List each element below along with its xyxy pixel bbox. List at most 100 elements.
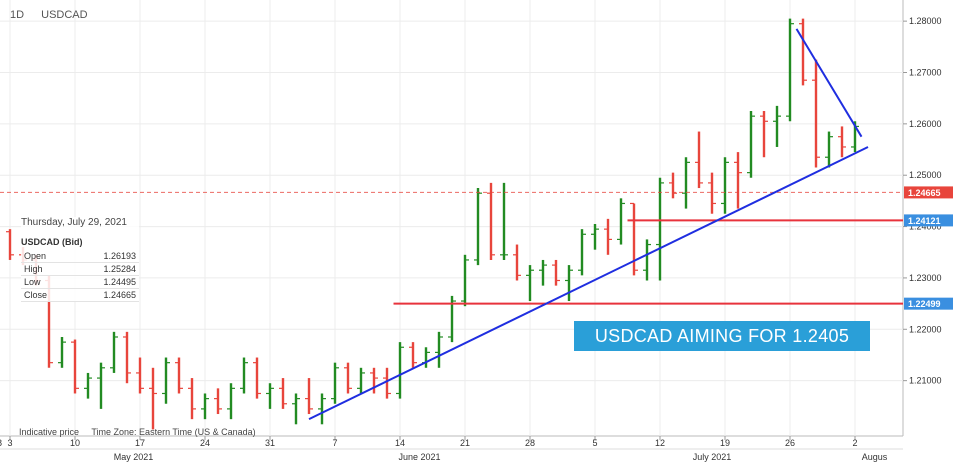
ohlc-bar — [292, 393, 300, 425]
info-symbol: USDCAD (Bid) — [21, 237, 83, 247]
info-label: Open — [24, 251, 47, 261]
ohlc-bar — [383, 367, 391, 399]
chart-footer: Indicative price Time Zone: Eastern Time… — [19, 427, 266, 437]
current-price-badge: 1.24665 — [908, 188, 941, 198]
ohlc-bar — [253, 357, 261, 399]
ohlc-info-panel: Thursday, July 29, 2021 USDCAD (Bid) Ope… — [21, 217, 139, 302]
ohlc-bar — [760, 111, 768, 158]
info-value: 1.24665 — [103, 290, 136, 300]
ohlc-bar — [188, 378, 196, 420]
date-tick-label: 19 — [720, 438, 730, 448]
ohlc-bar — [71, 339, 79, 394]
info-row-high: High 1.25284 — [21, 263, 139, 276]
ohlc-bar — [656, 177, 664, 281]
date-tick-label: 31 — [265, 438, 275, 448]
ohlc-bar — [591, 224, 599, 250]
ohlc-bar — [643, 239, 651, 281]
date-tick-label: 10 — [70, 438, 80, 448]
price-tick-label: 1.21000 — [909, 376, 942, 386]
ohlc-bar — [110, 331, 118, 373]
ohlc-bar — [565, 265, 573, 302]
trendline — [308, 146, 869, 421]
ohlc-bar — [201, 393, 209, 420]
info-label: Close — [24, 290, 48, 300]
date-tick-label: 5 — [592, 438, 597, 448]
ohlc-bar — [58, 336, 66, 368]
price-tick-label: 1.22000 — [909, 324, 942, 334]
ohlc-bar — [84, 372, 92, 399]
ohlc-bar — [357, 367, 365, 394]
ohlc-bar — [513, 244, 521, 281]
trendline — [795, 28, 863, 138]
date-tick-label: 26 — [785, 438, 795, 448]
ohlc-bar — [708, 172, 716, 214]
ohlc-bar — [669, 172, 677, 199]
price-tick-label: 1.24000 — [909, 222, 942, 232]
price-axis[interactable]: 1.28000 1.27000 1.26000 1.25000 1.24000 1.230… — [903, 16, 953, 386]
ohlc-bar — [136, 357, 144, 394]
annotation-banner: USDCAD AIMING FOR 1.2405 — [574, 321, 870, 351]
ohlc-bar — [175, 357, 183, 394]
ohlc-bar — [552, 259, 560, 286]
symbol-label[interactable]: USDCAD — [41, 9, 88, 21]
ohlc-bar — [825, 131, 833, 168]
ohlc-bar — [344, 362, 352, 394]
level-price-badge-bg — [904, 214, 953, 227]
ohlc-bar — [97, 362, 105, 409]
price-tick-label: 1.23000 — [909, 273, 942, 283]
ohlc-bar — [578, 229, 586, 276]
chart-header: 1D USDCAD — [10, 9, 102, 21]
ohlc-bar — [149, 367, 157, 430]
info-value: 1.24495 — [103, 277, 136, 287]
info-value: 1.26193 — [103, 251, 136, 261]
ohlc-bar — [318, 393, 326, 425]
ohlc-bar — [539, 259, 547, 286]
date-tick-label: 14 — [395, 438, 405, 448]
ohlc-bar — [422, 347, 430, 368]
date-tick-label: 28 — [0, 438, 2, 448]
current-price-badge-bg — [904, 186, 953, 199]
info-row-open: Open 1.26193 — [21, 250, 139, 263]
price-tick-label: 1.25000 — [909, 170, 942, 180]
ohlc-bar — [799, 18, 807, 86]
ohlc-bar — [786, 18, 794, 122]
info-label: High — [24, 264, 43, 274]
ohlc-bar — [396, 342, 404, 399]
level-price-badge-bg — [904, 297, 953, 310]
ohlc-bar — [435, 331, 443, 368]
month-label: June 2021 — [398, 452, 440, 462]
ohlc-bar — [123, 331, 131, 384]
ohlc-bar — [240, 357, 248, 394]
month-label: May 2021 — [114, 452, 154, 462]
ohlc-bar — [162, 357, 170, 404]
ohlc-bar — [630, 202, 638, 276]
date-tick-label: 2 — [852, 438, 857, 448]
ohlc-bar — [500, 182, 508, 260]
ohlc-bar — [474, 188, 482, 266]
ohlc-bar — [305, 378, 313, 415]
interval-label[interactable]: 1D — [10, 9, 25, 21]
time-axis[interactable]: 28310172431714212851219262AprMay 2021Jun… — [0, 436, 903, 462]
ohlc-bar — [370, 367, 378, 394]
date-tick-label: 12 — [655, 438, 665, 448]
annotation-lines — [0, 28, 903, 421]
timezone-label[interactable]: Time Zone: Eastern Time (US & Canada) — [91, 427, 256, 437]
level-price-badge: 1.22499 — [908, 299, 941, 309]
info-value: 1.25284 — [103, 264, 136, 274]
ohlc-bar — [279, 378, 287, 409]
ohlc-bar — [227, 383, 235, 420]
ohlc-bar — [838, 126, 846, 158]
date-tick-label: 17 — [135, 438, 145, 448]
ohlc-bar — [721, 157, 729, 214]
ohlc-bar — [526, 265, 534, 302]
date-tick-label: 7 — [332, 438, 337, 448]
info-date: Thursday, July 29, 2021 — [21, 217, 127, 228]
month-label: July 2021 — [693, 452, 732, 462]
ohlc-bar — [604, 218, 612, 255]
info-row-low: Low 1.24495 — [21, 276, 139, 289]
info-row-close: Close 1.24665 — [21, 289, 139, 302]
info-label: Low — [24, 277, 41, 287]
ohlc-bar — [695, 131, 703, 189]
price-tick-label: 1.28000 — [909, 16, 942, 26]
